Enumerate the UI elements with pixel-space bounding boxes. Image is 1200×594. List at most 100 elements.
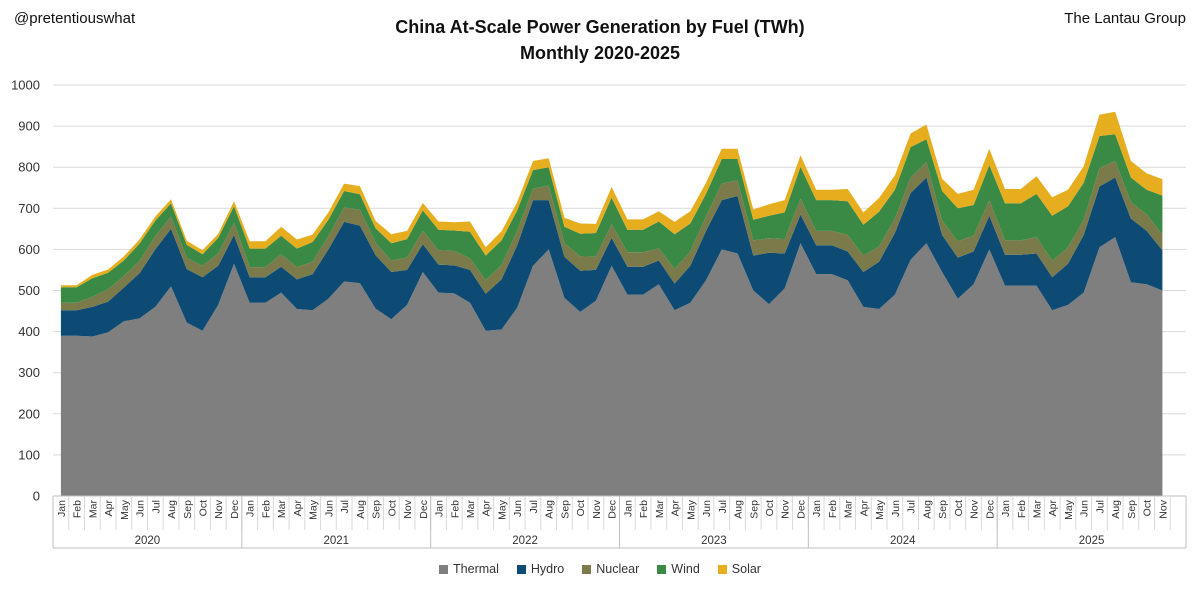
y-tick-label: 900 (18, 119, 40, 134)
x-month-label: Sep (1126, 500, 1138, 519)
x-month-label: Sep (371, 500, 383, 519)
x-month-label: Jul (906, 500, 918, 513)
x-month-label: Mar (843, 500, 855, 519)
x-month-label: Sep (559, 500, 571, 519)
x-month-label: Apr (1047, 500, 1059, 517)
x-month-label: Jan (811, 500, 823, 517)
y-tick-label: 600 (18, 242, 40, 257)
legend-swatch (439, 565, 449, 574)
legend-label: Nuclear (596, 562, 640, 576)
x-month-label: Jul (339, 500, 351, 513)
x-month-label: Jun (323, 500, 335, 517)
x-month-label: Dec (795, 500, 807, 519)
x-month-label: Aug (166, 500, 178, 519)
x-month-label: Nov (591, 499, 603, 518)
x-month-label: Feb (72, 500, 84, 518)
y-tick-label: 0 (33, 489, 40, 504)
x-month-label: Jan (56, 500, 68, 517)
x-month-label: Jun (890, 500, 902, 517)
x-month-label: Mar (465, 500, 477, 519)
x-month-label: Jul (150, 500, 162, 513)
x-month-label: Aug (544, 500, 556, 519)
x-month-label: Mar (87, 500, 99, 519)
x-month-label: Jan (245, 500, 257, 517)
x-month-label: Sep (748, 500, 760, 519)
x-month-label: Jan (622, 500, 634, 517)
x-month-label: Feb (638, 500, 650, 518)
legend-swatch (516, 565, 526, 574)
x-month-label: Nov (402, 499, 414, 518)
x-month-label: Nov (969, 499, 981, 518)
x-year-label: 2022 (512, 535, 538, 547)
x-month-label: May (308, 499, 320, 520)
legend-swatch (657, 565, 667, 574)
x-month-label: Apr (481, 500, 493, 517)
y-tick-label: 200 (18, 406, 40, 421)
x-month-label: Mar (276, 500, 288, 519)
y-tick-label: 800 (18, 160, 40, 175)
x-month-label: Aug (1110, 500, 1122, 519)
legend-label: Hydro (530, 562, 565, 576)
y-tick-label: 400 (18, 324, 40, 339)
legend-item-wind: Wind (657, 562, 700, 576)
chart-legend: Thermal Hydro Nuclear Wind Solar (0, 562, 1200, 576)
legend-item-solar: Solar (717, 562, 761, 576)
area-series-hydro (60, 177, 1163, 337)
y-tick-label: 700 (18, 201, 40, 216)
x-month-label: Oct (764, 500, 776, 516)
x-month-label: May (1063, 499, 1075, 520)
brand-name: The Lantau Group (1064, 10, 1186, 27)
x-month-label: Apr (103, 500, 115, 517)
x-month-label: Aug (733, 500, 745, 519)
x-month-label: Apr (858, 500, 870, 517)
x-month-label: Oct (1142, 500, 1154, 516)
author-handle: @pretentiouswhat (14, 10, 136, 27)
x-month-label: Sep (937, 500, 949, 519)
x-month-label: May (685, 499, 697, 520)
x-month-label: Dec (418, 500, 430, 519)
x-month-label: Oct (197, 500, 209, 516)
x-month-label: Jun (1079, 500, 1091, 517)
x-month-label: Jul (1094, 500, 1106, 513)
x-month-label: Nov (213, 499, 225, 518)
legend-label: Solar (731, 562, 761, 576)
x-month-label: Sep (182, 500, 194, 519)
x-month-label: Oct (575, 500, 587, 516)
x-year-label: 2023 (701, 535, 727, 547)
x-month-label: Mar (654, 500, 666, 519)
x-month-label: May (496, 499, 508, 520)
x-year-label: 2021 (323, 535, 349, 547)
x-year-label: 2024 (890, 535, 916, 547)
x-month-label: Oct (953, 500, 965, 516)
x-month-label: Jul (528, 500, 540, 513)
x-month-label: Dec (607, 500, 619, 519)
x-month-label: Nov (780, 499, 792, 518)
legend-swatch (717, 565, 727, 574)
x-month-label: Jan (434, 500, 446, 517)
x-month-label: May (874, 499, 886, 520)
x-month-label: Mar (1032, 500, 1044, 519)
x-month-label: Apr (670, 500, 682, 517)
x-month-label: Jun (512, 500, 524, 517)
legend-item-nuclear: Nuclear (582, 562, 639, 576)
x-month-label: Nov (1157, 499, 1169, 518)
y-tick-label: 300 (18, 365, 40, 380)
x-month-label: Feb (260, 500, 272, 518)
x-month-label: Feb (1016, 500, 1028, 518)
x-month-label: Dec (984, 500, 996, 519)
x-year-label: 2020 (135, 535, 161, 547)
chart-subtitle: Monthly 2020-2025 (519, 43, 681, 63)
area-series-nuclear (60, 161, 1163, 311)
x-month-label: Feb (449, 500, 461, 518)
legend-item-hydro: Hydro (516, 562, 565, 576)
x-month-label: Jun (701, 500, 713, 517)
y-tick-label: 1000 (11, 78, 40, 93)
area-series-wind (60, 134, 1163, 303)
chart-title: China At-Scale Power Generation by Fuel … (395, 17, 805, 37)
x-month-label: Jul (717, 500, 729, 513)
x-month-label: Apr (292, 500, 304, 517)
x-month-label: Aug (921, 500, 933, 519)
legend-swatch (582, 565, 592, 574)
x-month-label: Jan (1000, 500, 1012, 517)
